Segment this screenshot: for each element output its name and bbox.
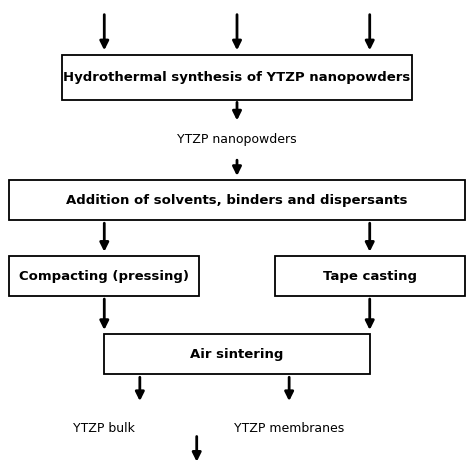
Text: Addition of solvents, binders and dispersants: Addition of solvents, binders and disper…: [66, 194, 408, 207]
FancyBboxPatch shape: [9, 256, 199, 296]
Text: Compacting (pressing): Compacting (pressing): [19, 270, 189, 283]
Text: YTZP membranes: YTZP membranes: [234, 422, 344, 436]
Text: YTZP nanopowders: YTZP nanopowders: [177, 133, 297, 146]
Text: Hydrothermal synthesis of YTZP nanopowders: Hydrothermal synthesis of YTZP nanopowde…: [64, 71, 410, 83]
FancyBboxPatch shape: [275, 256, 465, 296]
FancyBboxPatch shape: [104, 334, 370, 374]
FancyBboxPatch shape: [62, 55, 412, 100]
Text: Air sintering: Air sintering: [191, 348, 283, 361]
FancyBboxPatch shape: [9, 180, 465, 220]
Text: Tape casting: Tape casting: [323, 270, 417, 283]
Text: YTZP bulk: YTZP bulk: [73, 422, 135, 436]
